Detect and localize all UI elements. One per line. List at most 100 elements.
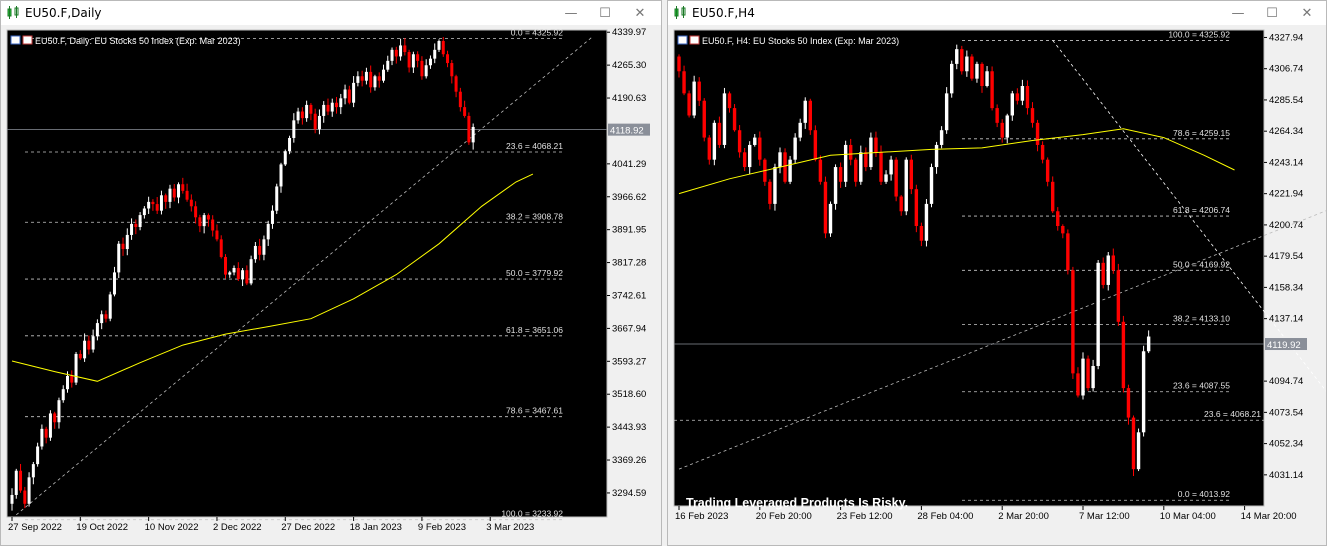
candle (1141, 345, 1146, 437)
candle (159, 190, 163, 215)
candle-body (458, 91, 462, 108)
candle (798, 118, 802, 142)
y-tick-label: 4179.54 (1269, 251, 1303, 262)
candle-body (990, 71, 994, 109)
y-tick-label: 4221.94 (1269, 189, 1303, 200)
maximize-button[interactable]: ☐ (1266, 5, 1278, 21)
candle (364, 67, 368, 85)
candle (758, 131, 762, 166)
candle-body (838, 167, 843, 182)
candle-body (909, 159, 913, 190)
candle (360, 70, 364, 87)
symbol-flag-icon (677, 35, 688, 45)
candle (147, 196, 151, 214)
candle (854, 157, 858, 187)
candle (300, 107, 304, 125)
candle-body (869, 137, 873, 168)
fib-level-label: 38.2 = 3908.78 (506, 211, 563, 221)
candle (939, 126, 944, 149)
candle (339, 93, 343, 115)
candle (172, 184, 176, 202)
candle (441, 37, 445, 57)
candle (1071, 266, 1075, 379)
h4-chart-window[interactable]: EU50.F,H4 — ☐ ✕ 100.0 = 4325.92 78.6 = 42… (667, 0, 1327, 546)
fib-level-label: 0.0 = 4325.92 (511, 28, 564, 37)
candle-body (960, 49, 964, 72)
candle (19, 463, 23, 493)
candle-body (924, 203, 929, 241)
candle (347, 85, 351, 105)
candle-body (849, 144, 853, 160)
candle (411, 51, 415, 73)
candle-body (27, 477, 31, 504)
candle-body (356, 76, 360, 83)
candle (467, 112, 471, 145)
candle-body (399, 45, 403, 57)
moving-average-line (678, 128, 1235, 195)
candle (390, 47, 394, 66)
candle-body (1000, 122, 1004, 138)
candle (944, 87, 949, 134)
daily-candlestick-chart[interactable]: 0.0 = 4325.92 23.6 = 4068.21 38.2 = 3908.7… (5, 28, 659, 540)
candle-body (83, 340, 87, 359)
candle (712, 120, 717, 166)
y-tick-label: 4265.30 (612, 60, 646, 71)
candle (352, 76, 356, 108)
candle-body (677, 56, 681, 72)
candle (420, 56, 424, 80)
candle-body (19, 470, 23, 491)
candle (224, 254, 227, 279)
fib-level-label: 61.8 = 4206.74 (1173, 205, 1230, 215)
candle-body (808, 100, 812, 131)
candle (1015, 88, 1020, 105)
candle-body (91, 336, 95, 350)
candle (202, 212, 206, 234)
candle (40, 424, 44, 450)
minimize-button[interactable]: — (564, 5, 578, 21)
candle-body (1045, 159, 1050, 182)
fib-level-label: 78.6 = 4259.15 (1173, 128, 1230, 138)
candle (1030, 102, 1035, 128)
window-title: EU50.F,Daily (25, 6, 102, 20)
h4-candlestick-chart[interactable]: 100.0 = 4325.92 78.6 = 4259.15 61.8 = 4206… (672, 28, 1326, 540)
candle (326, 98, 330, 116)
candle-body (437, 41, 441, 50)
candle-body (1111, 255, 1115, 271)
candle-body (95, 323, 99, 337)
candle-body (748, 144, 752, 168)
candle-body (215, 230, 219, 240)
daily-chart-window[interactable]: EU50.F,Daily — ☐ ✕ 0.0 = 4325.92 23.6 = 4… (0, 0, 662, 546)
candle (78, 350, 82, 361)
close-button[interactable]: ✕ (1301, 5, 1313, 21)
fib-level-label: 0.0 = 4013.92 (1178, 489, 1231, 499)
candle (10, 488, 14, 511)
candle (369, 65, 373, 93)
candle-body (1141, 351, 1146, 433)
candle (112, 266, 116, 297)
candle-body (929, 167, 934, 204)
candle-body (343, 89, 347, 99)
candle (258, 238, 262, 261)
window-titlebar[interactable]: EU50.F,Daily — ☐ ✕ (1, 1, 661, 25)
minimize-button[interactable]: — (1231, 5, 1245, 21)
candle-body (955, 49, 959, 64)
candle-body (1005, 115, 1009, 138)
candle (1061, 224, 1065, 239)
candle (919, 222, 924, 247)
candle-body (1056, 211, 1060, 226)
candle (330, 98, 334, 117)
candle (1081, 352, 1085, 400)
candle (677, 54, 681, 78)
x-tick-label: 2 Mar 20:00 (998, 511, 1049, 522)
candle-body (1126, 388, 1131, 418)
candle-body (377, 76, 381, 81)
candle (828, 201, 833, 237)
candle (138, 212, 142, 231)
candle-body (1086, 358, 1090, 389)
candle (763, 158, 767, 186)
close-button[interactable]: ✕ (634, 5, 646, 21)
maximize-button[interactable]: ☐ (599, 5, 611, 21)
fib-level-label: 23.6 = 4068.21 (506, 141, 563, 151)
window-titlebar[interactable]: EU50.F,H4 — ☐ ✕ (668, 1, 1326, 25)
candle (894, 157, 898, 202)
